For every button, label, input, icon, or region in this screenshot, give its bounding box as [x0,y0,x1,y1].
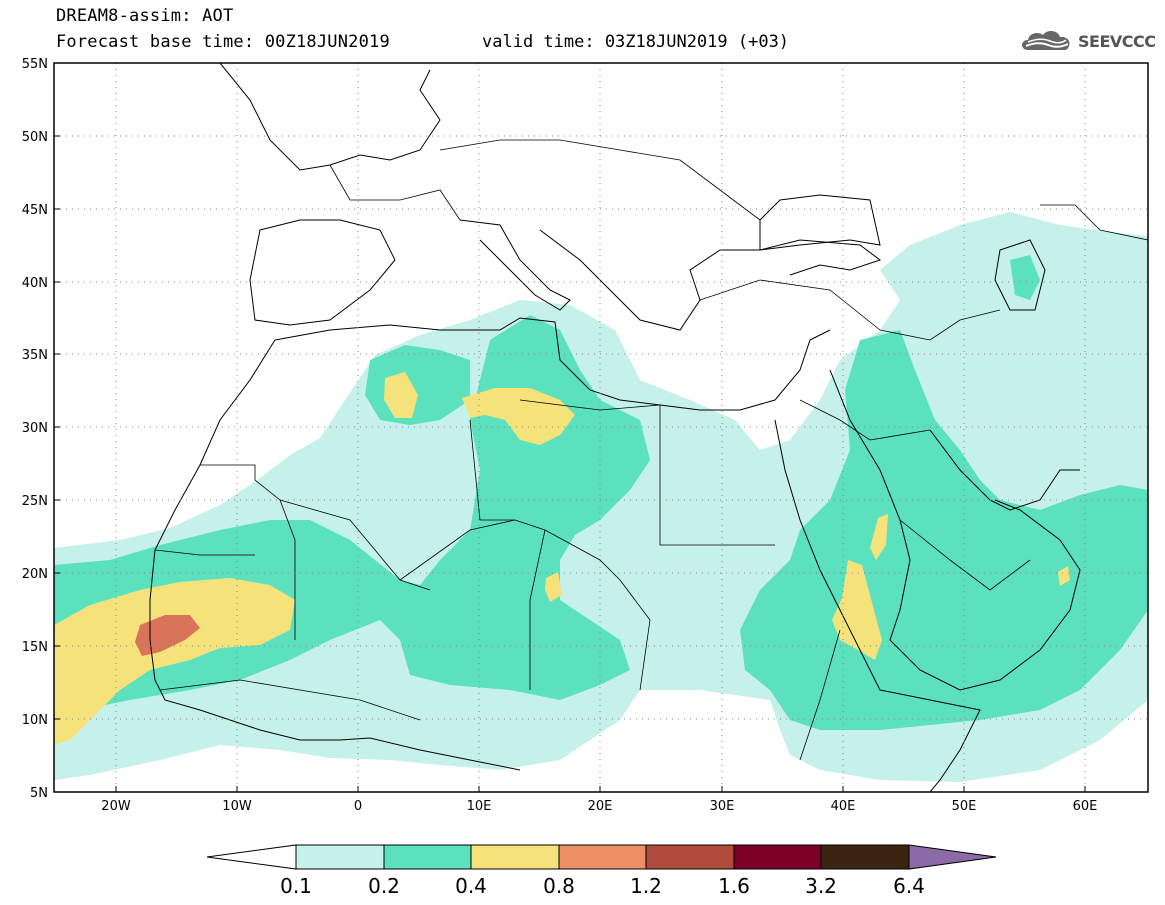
colorbar-segment [383,844,472,870]
lat-label: 30N [22,421,48,436]
coastline-arabia-south [889,499,1081,691]
colorbar-label: 0.1 [280,874,312,898]
forecast-base-time: Forecast base time: 00Z18JUN2019 [56,32,390,52]
colorbar-segment [470,844,560,870]
coastline-north-africa [274,317,831,411]
colorbar-segment [558,844,647,870]
colorbar-segment [295,844,385,870]
lon-labels: 20W 10W 0 10E 20E 30E 40E 50E 60E [101,799,1097,814]
colorbar-label: 3.2 [805,874,837,898]
aot-contour-0.4-oman [1058,566,1070,586]
lat-label: 15N [22,640,48,655]
lat-label: 40N [22,276,48,291]
lat-label: 45N [22,203,48,218]
coastline-iberia [249,219,396,326]
map-title: DREAM8-assim: AOT [56,6,234,26]
lon-label: 40E [831,799,856,814]
aot-field [54,212,1148,782]
colorbar-label: 1.6 [718,874,750,898]
lat-label: 10N [22,713,48,728]
colorbar-label: 6.4 [893,874,925,898]
aot-contour-0.4-libya [462,388,575,445]
colorbar-label: 1.2 [630,874,662,898]
coastline-italy [459,219,571,311]
lon-label: 60E [1073,799,1098,814]
lon-label: 50E [952,799,977,814]
country-borders [154,139,1148,761]
lat-label: 20N [22,567,48,582]
aot-contour-0.4-west [54,578,295,745]
lon-label: 10W [222,799,252,814]
lat-label: 25N [22,494,48,509]
graticule [54,63,1148,792]
aot-contour-0.4-arabia [870,514,888,560]
colorbar-label: 0.2 [368,874,400,898]
aot-contour-0.4-algeria [384,372,418,418]
colorbar-label: 0.4 [455,874,487,898]
coastline-balkans [539,229,882,331]
coastline-black-sea [759,194,881,251]
aot-contour-0.4-sudan [545,572,562,602]
colorbar-segment [733,844,822,870]
colorbar-label: 0.8 [543,874,575,898]
lon-label: 20E [588,799,613,814]
aot-contour-0.2-caspian [1010,255,1040,300]
colorbar-segment [645,844,735,870]
cloud-icon [1022,31,1070,50]
lat-label: 55N [22,57,48,72]
coastline-europe-north [219,63,441,171]
lat-label: 50N [22,130,48,145]
coastline-persian-gulf [929,429,1080,511]
lon-label: 0 [354,799,362,814]
colorbar-labels: 0.1 0.2 0.4 0.8 1.2 1.6 3.2 6.4 [280,874,925,898]
colorbar [206,844,997,870]
coastline-red-sea-west [774,419,881,691]
tick-marks [54,135,1086,792]
colorbar-over-arrow [908,844,997,870]
aot-contour-0.4-redsea [832,560,882,660]
lat-label: 5N [30,786,48,801]
seevccc-logo: SEEVCCC [1018,26,1156,56]
colorbar-under-arrow [206,844,297,870]
lon-label: 20W [101,799,131,814]
lat-label: 35N [22,348,48,363]
lat-labels: 55N 50N 45N 40N 35N 30N 25N 20N 15N 10N … [22,57,48,801]
aot-contour-0.8 [135,615,200,656]
coastline-caspian [994,239,1046,311]
colorbar-segment [820,844,910,870]
logo-text: SEEVCCC [1078,31,1156,51]
lon-label: 30E [710,799,735,814]
valid-time: valid time: 03Z18JUN2019 (+03) [482,32,790,52]
lon-label: 10E [467,799,492,814]
aot-contour-0.1-iran [935,290,1110,470]
coastline-horn-africa [879,689,981,792]
